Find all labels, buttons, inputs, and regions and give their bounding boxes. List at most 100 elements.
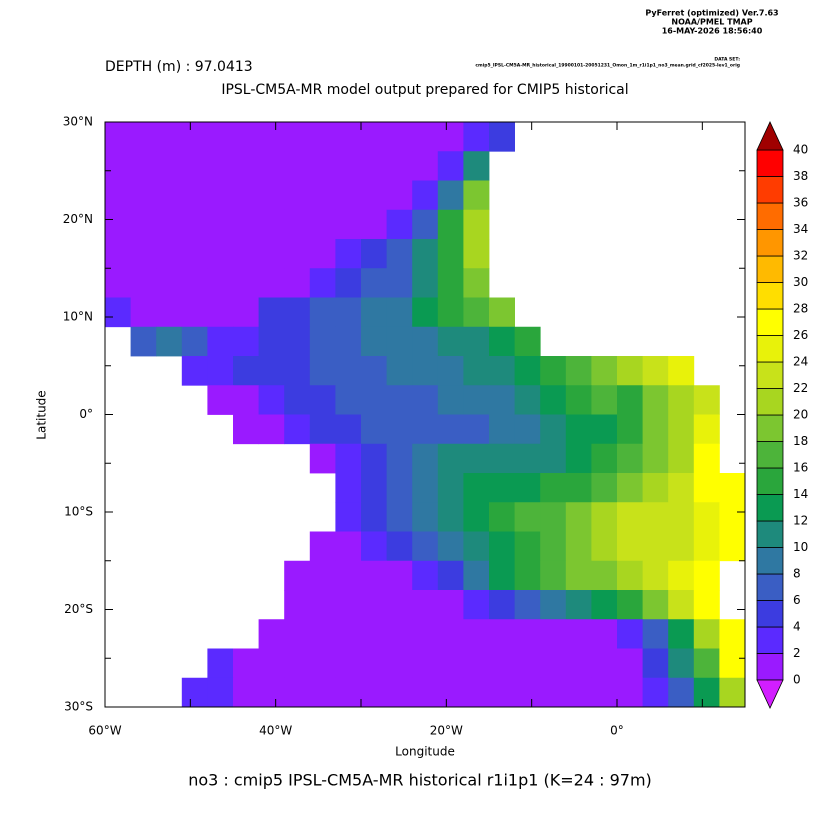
- cell: [617, 648, 643, 679]
- cell: [693, 648, 720, 679]
- cell: [309, 590, 336, 620]
- cell: [207, 677, 234, 708]
- cell: [181, 297, 208, 328]
- cell: [489, 122, 515, 152]
- cell: [693, 677, 720, 708]
- cell: [565, 619, 592, 649]
- cell: [565, 677, 592, 708]
- cell: [437, 209, 464, 240]
- colorbar-label: 12: [793, 514, 808, 528]
- cell: [335, 502, 362, 532]
- cell: [258, 326, 285, 357]
- cell: [489, 648, 515, 679]
- cell: [591, 414, 618, 445]
- cell: [386, 648, 413, 679]
- x-tick-label: 20°W: [430, 724, 463, 738]
- cell: [233, 385, 259, 415]
- cell: [156, 151, 183, 181]
- cell: [258, 297, 285, 328]
- cell: [642, 648, 669, 679]
- cell: [284, 122, 311, 152]
- cell: [386, 619, 413, 649]
- colorbar-band: [756, 202, 784, 230]
- cell: [130, 122, 157, 152]
- cell: [412, 502, 439, 532]
- cell: [412, 268, 439, 298]
- y-tick-label: 30°S: [64, 700, 93, 714]
- cell: [437, 268, 464, 298]
- x-tick-label: 40°W: [259, 724, 292, 738]
- y-tick-label: 10°N: [63, 310, 93, 324]
- cell: [361, 122, 387, 152]
- cell: [361, 180, 387, 211]
- cell: [489, 443, 515, 474]
- cell: [693, 473, 720, 503]
- cell: [437, 531, 464, 562]
- cell: [591, 502, 618, 532]
- cell: [284, 239, 311, 269]
- colorbar-band: [756, 520, 784, 548]
- cell: [668, 560, 695, 591]
- cell: [540, 619, 567, 649]
- cell: [335, 443, 362, 474]
- cell: [591, 677, 618, 708]
- cell: [565, 648, 592, 679]
- colorbar-band: [756, 600, 784, 628]
- colorbar-band: [756, 176, 784, 204]
- cell: [361, 473, 387, 503]
- cell: [207, 209, 234, 240]
- cell: [386, 443, 413, 474]
- cell: [668, 443, 695, 474]
- x-axis-label: Longitude: [395, 745, 455, 759]
- cell: [412, 297, 439, 328]
- cell: [284, 209, 311, 240]
- cell: [361, 356, 387, 386]
- cell: [233, 239, 259, 269]
- cell: [591, 619, 618, 649]
- cell: [489, 326, 515, 357]
- cell: [335, 122, 362, 152]
- cell: [514, 531, 541, 562]
- header-line: 16-MAY-2026 18:56:40: [662, 27, 763, 36]
- cell: [463, 560, 490, 591]
- cell: [207, 648, 234, 679]
- header-line: PyFerret (optimized) Ver.7.63: [645, 9, 778, 18]
- cell: [284, 297, 311, 328]
- cell: [386, 414, 413, 445]
- colorbar-label: 22: [793, 381, 808, 395]
- cell: [489, 531, 515, 562]
- cell: [642, 473, 669, 503]
- cell: [642, 356, 669, 386]
- cell: [437, 677, 464, 708]
- cell: [386, 122, 413, 152]
- cell: [156, 180, 183, 211]
- cell: [514, 560, 541, 591]
- cell: [207, 356, 234, 386]
- cell: [130, 297, 157, 328]
- cell: [335, 560, 362, 591]
- cell: [463, 385, 490, 415]
- cell: [693, 590, 720, 620]
- cell: [207, 239, 234, 269]
- cell: [412, 560, 439, 591]
- cell: [693, 619, 720, 649]
- cell: [489, 356, 515, 386]
- colorbar-band: [756, 547, 784, 575]
- cell: [540, 560, 567, 591]
- colorbar-band: [756, 388, 784, 416]
- cell: [386, 268, 413, 298]
- cell: [540, 531, 567, 562]
- cell: [617, 677, 643, 708]
- cell: [693, 502, 720, 532]
- cell: [412, 122, 439, 152]
- cell: [693, 414, 720, 445]
- cell: [207, 122, 234, 152]
- colorbar-label: 6: [793, 593, 801, 607]
- cell: [181, 122, 208, 152]
- cell: [668, 356, 695, 386]
- cell: [437, 151, 464, 181]
- cell: [207, 326, 234, 357]
- cell: [591, 385, 618, 415]
- cell: [514, 502, 541, 532]
- cell: [386, 590, 413, 620]
